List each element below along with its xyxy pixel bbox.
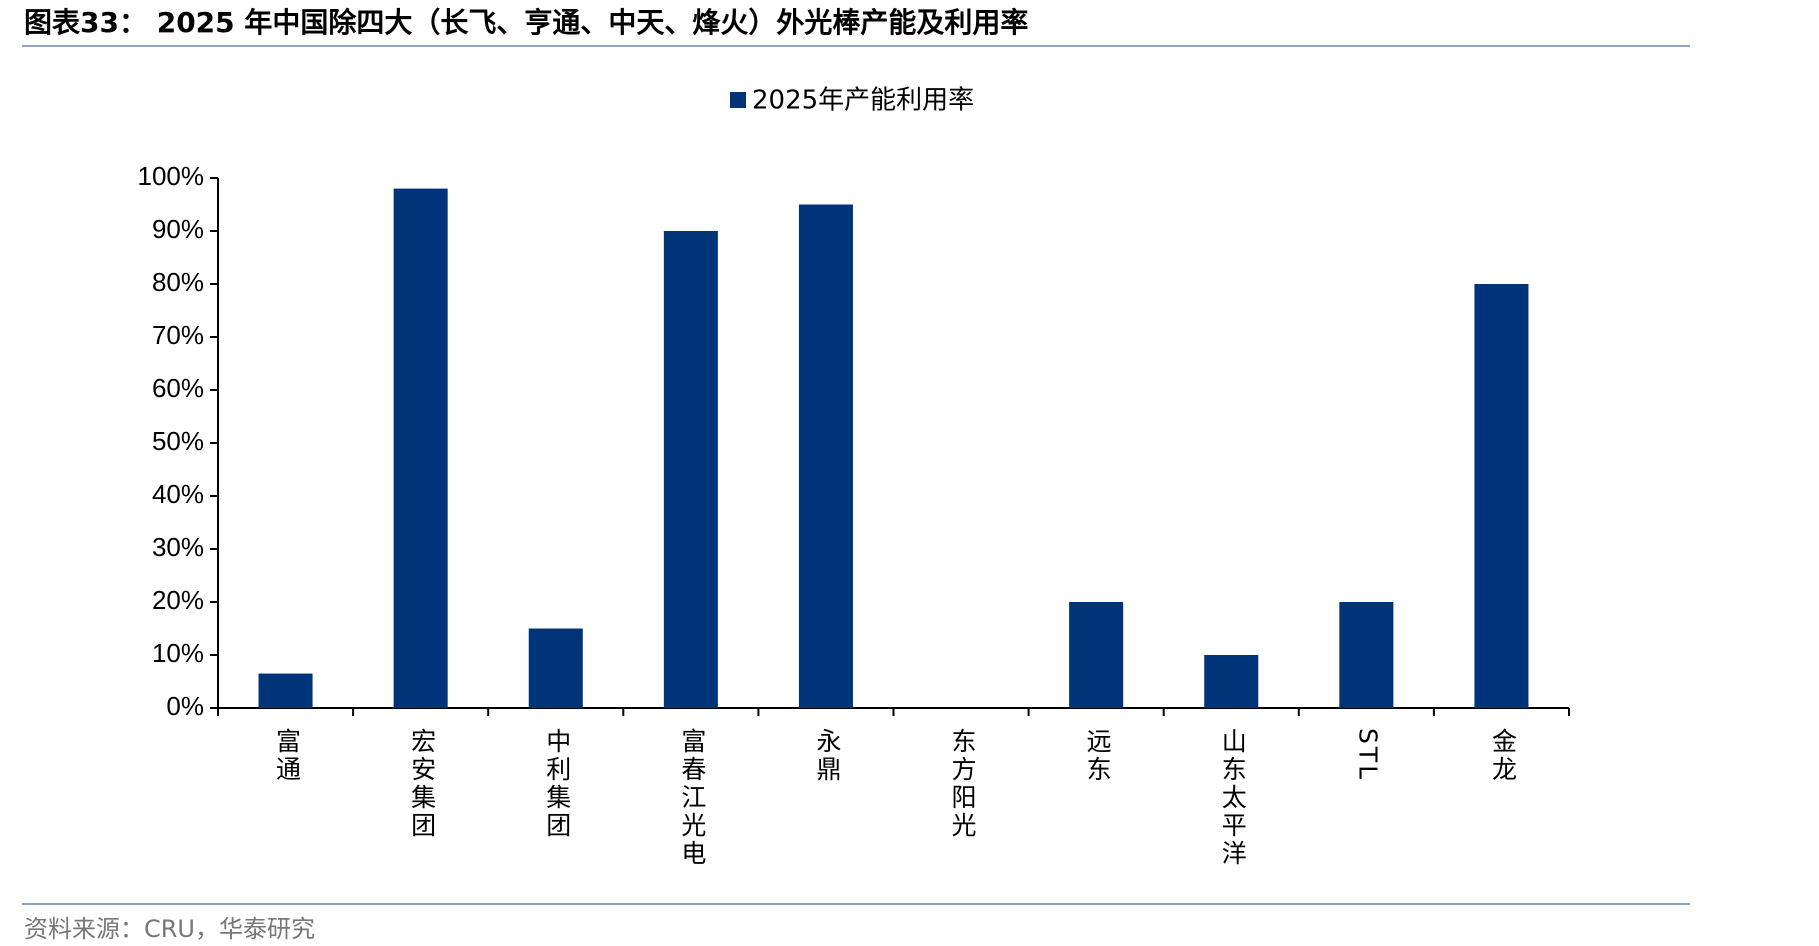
legend-label: 2025年产能利用率 bbox=[752, 86, 974, 116]
bar bbox=[1339, 602, 1394, 708]
y-tick-label: 80% bbox=[152, 267, 204, 297]
bar bbox=[1069, 602, 1124, 708]
x-tick-label: 永鼎 bbox=[813, 728, 842, 784]
x-tick-label: 富通 bbox=[273, 728, 302, 784]
y-tick-label: 50% bbox=[152, 426, 204, 456]
bar bbox=[393, 188, 448, 709]
x-tick-label: 远东 bbox=[1083, 728, 1112, 784]
y-tick-label: 40% bbox=[152, 479, 204, 509]
y-tick-label: 20% bbox=[152, 585, 204, 615]
bar bbox=[1204, 655, 1259, 708]
bar bbox=[663, 231, 718, 708]
bar bbox=[1474, 284, 1529, 708]
y-tick-label: 90% bbox=[152, 214, 204, 244]
y-tick-label: 30% bbox=[152, 532, 204, 562]
y-tick-label: 70% bbox=[152, 320, 204, 350]
source-note: 资料来源：CRU，华泰研究 bbox=[24, 915, 315, 943]
x-tick-label: 富春江光电 bbox=[678, 728, 707, 868]
x-tick-label: STL bbox=[1353, 728, 1382, 782]
y-tick-label: 10% bbox=[152, 638, 204, 668]
bar bbox=[258, 673, 313, 708]
y-tick-label: 0% bbox=[166, 691, 204, 721]
y-tick-label: 100% bbox=[138, 161, 205, 191]
bar bbox=[528, 628, 583, 708]
x-tick-label: 中利集团 bbox=[543, 728, 572, 840]
x-tick-label: 山东太平洋 bbox=[1218, 728, 1247, 868]
x-tick-label: 金龙 bbox=[1488, 728, 1517, 784]
x-tick-label: 东方阳光 bbox=[948, 728, 977, 840]
x-tick-label: 宏安集团 bbox=[408, 728, 437, 840]
y-tick-label: 60% bbox=[152, 373, 204, 403]
chart-title: 图表33： 2025 年中国除四大（长飞、亨通、中天、烽火）外光棒产能及利用率 bbox=[24, 6, 1028, 39]
bar bbox=[798, 204, 853, 708]
legend-swatch bbox=[730, 92, 746, 108]
